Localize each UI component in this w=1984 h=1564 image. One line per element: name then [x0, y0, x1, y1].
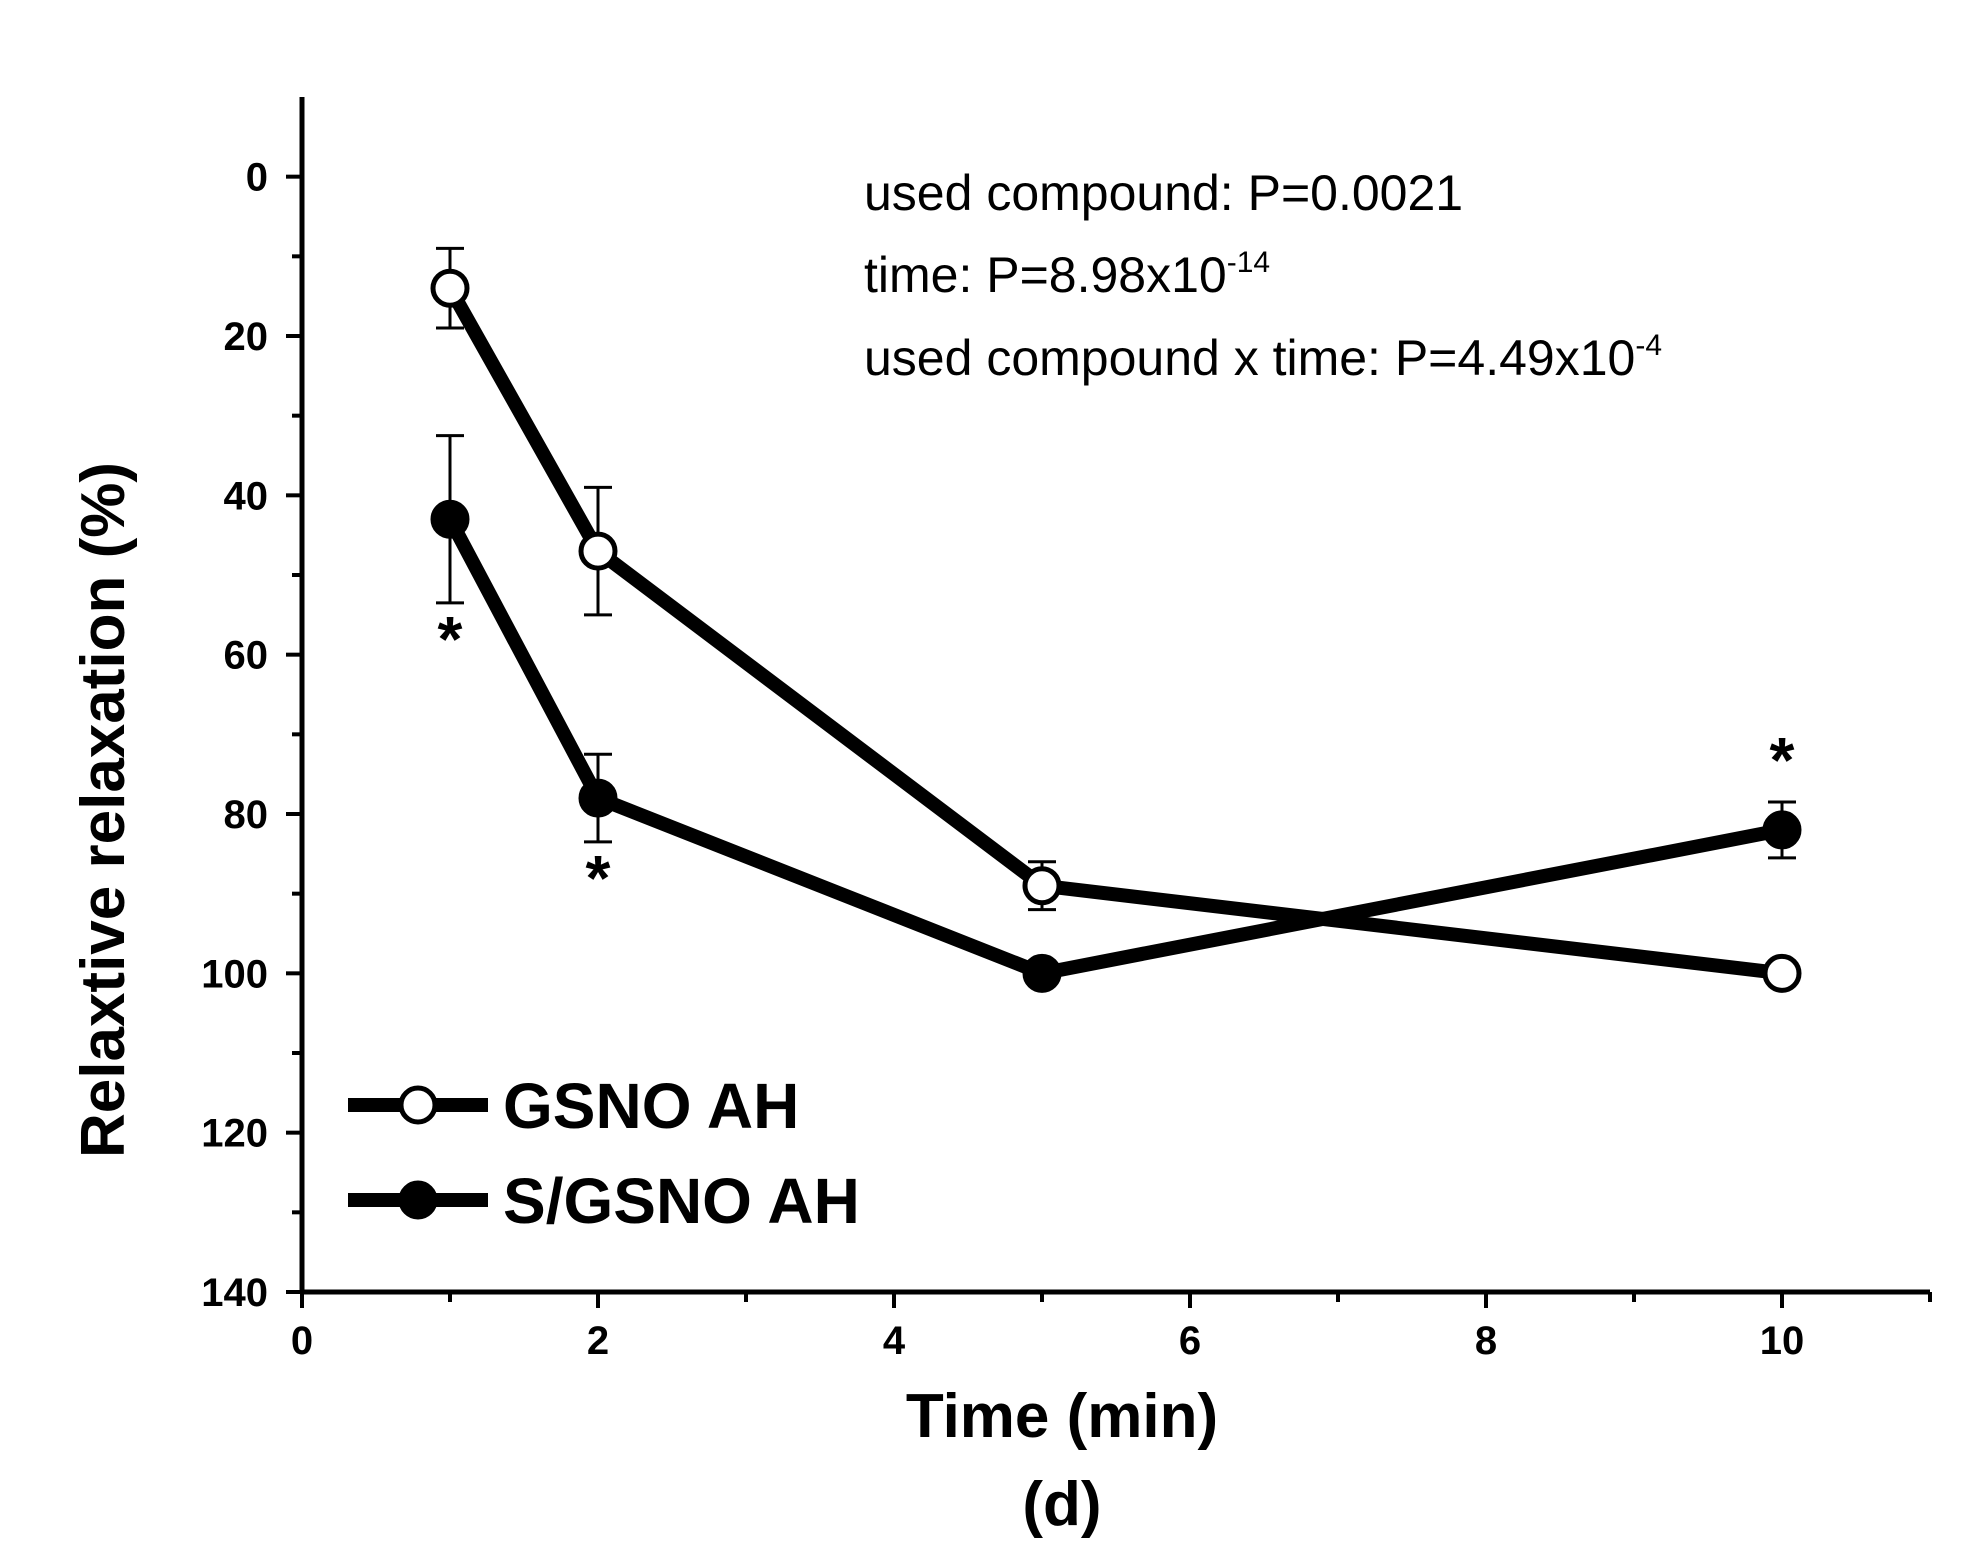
y-tick-label: 120 [201, 1112, 268, 1156]
x-tick-label: 10 [1760, 1319, 1805, 1363]
x-tick-label: 0 [291, 1319, 313, 1363]
x-axis-ticks: 0 2 4 6 8 10 [291, 1292, 1932, 1363]
legend-marker-s-gsno-ah [398, 1180, 438, 1220]
y-tick-label: 140 [201, 1271, 268, 1315]
legend-item-s-gsno-ah: S/GSNO AH [348, 1165, 860, 1237]
y-tick-label: 100 [201, 952, 268, 996]
series-s-gsno-ah [430, 434, 1802, 993]
data-point [430, 268, 470, 308]
data-point [1762, 810, 1802, 850]
x-tick-label: 6 [1179, 1319, 1201, 1363]
x-tick-label: 2 [587, 1319, 609, 1363]
legend-label-gsno-ah: GSNO AH [503, 1070, 799, 1142]
significance-star: * [438, 603, 463, 675]
data-point [1762, 953, 1802, 993]
y-axis-title: Relaxtive relaxation (%) [69, 462, 138, 1158]
data-point [430, 499, 470, 539]
y-tick-label: 80 [224, 793, 269, 837]
legend-item-gsno-ah: GSNO AH [348, 1070, 799, 1142]
series-line [443, 512, 1789, 981]
significance-star: * [1770, 724, 1795, 796]
legend-label-s-gsno-ah: S/GSNO AH [503, 1165, 860, 1237]
series-line [443, 281, 1789, 981]
y-tick-label: 0 [246, 156, 268, 200]
axes [299, 97, 1930, 1295]
legend-marker-gsno-ah [398, 1085, 438, 1125]
y-tick-label: 60 [224, 634, 269, 678]
legend: GSNO AH S/GSNO AH [348, 1070, 860, 1237]
x-tick-label: 4 [883, 1319, 906, 1363]
y-tick-label: 40 [224, 474, 269, 518]
annotation-compound: used compound: P=0.0021 [864, 165, 1463, 221]
stats-annotations: used compound: P=0.0021 time: P=8.98x10-… [864, 165, 1662, 386]
panel-label: (d) [1022, 1470, 1101, 1539]
annotation-time: time: P=8.98x10-14 [864, 246, 1270, 303]
data-point [578, 531, 618, 571]
significance-star: * [586, 842, 611, 914]
annotation-interaction: used compound x time: P=4.49x10-4 [864, 329, 1662, 386]
y-tick-label: 20 [224, 315, 269, 359]
series-gsno-ah [430, 246, 1802, 993]
significance-marks: * * * [438, 603, 1795, 914]
x-axis-title: Time (min) [906, 1382, 1218, 1451]
data-point [578, 778, 618, 818]
plot-series [430, 246, 1802, 993]
data-point [1022, 953, 1062, 993]
y-axis-ticks: 0 20 40 60 80 100 120 140 [201, 156, 302, 1315]
x-tick-label: 8 [1475, 1319, 1497, 1363]
data-point [1022, 866, 1062, 906]
